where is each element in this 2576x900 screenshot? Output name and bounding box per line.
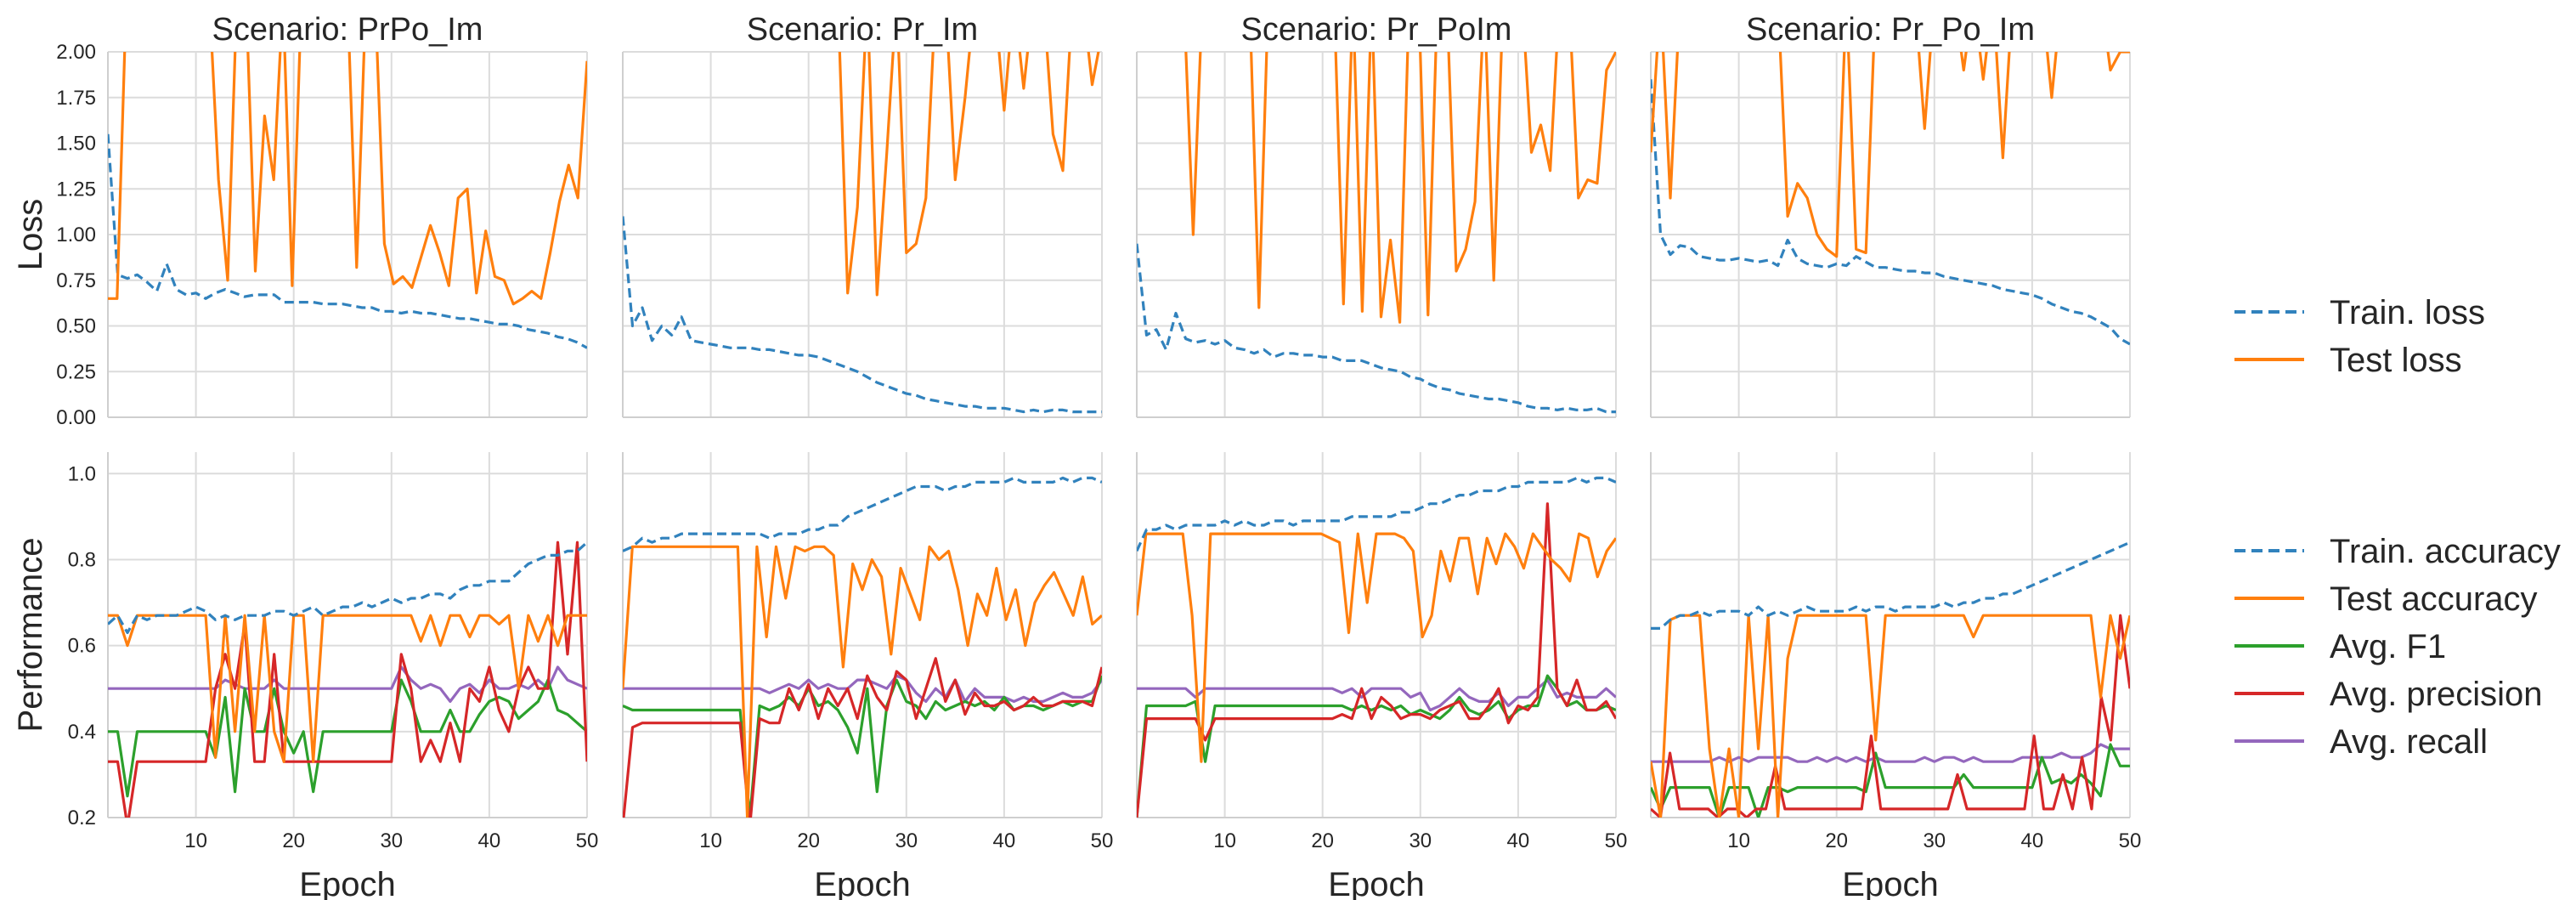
legend-label: Test loss	[2330, 342, 2462, 379]
x-tick-label: 20	[1311, 829, 1334, 852]
series-line-test-acc	[108, 614, 587, 763]
y-axis-label: Loss	[12, 199, 49, 271]
series-group	[1651, 52, 2130, 346]
x-tick-label: 40	[993, 829, 1016, 852]
legend-performance: Train. accuracy Test accuracy Avg. F1 Avg. …	[2234, 533, 2561, 761]
x-axis-label: Epoch	[1842, 866, 1938, 900]
series-line-train	[623, 216, 1102, 414]
legends: Train. loss Test loss Train. accuracy Test …	[2234, 294, 2561, 761]
series-line-precision	[1651, 614, 2130, 818]
y-tick-label: 0.50	[56, 315, 96, 338]
x-tick-label: 40	[478, 829, 501, 852]
series-group	[108, 52, 587, 349]
y-tick-label: 0.00	[56, 406, 96, 429]
series-line-test-acc	[1137, 532, 1616, 763]
panel-loss-2: Scenario: Pr_Im	[622, 12, 1103, 418]
panel-performance-2: 10 20 30 40 50 Epoch	[622, 452, 1114, 900]
x-tick-label: 10	[1727, 829, 1750, 852]
panel-title: Scenario: PrPo_Im	[212, 12, 483, 48]
legend-loss: Train. loss Test loss	[2234, 294, 2485, 379]
x-tick-label: 50	[2119, 829, 2142, 852]
series-line-recall	[1137, 678, 1616, 712]
y-tick-label: 1.25	[56, 178, 96, 201]
series-line-train-acc	[1137, 476, 1616, 552]
x-tick-label: 50	[1605, 829, 1628, 852]
x-axis-label: Epoch	[814, 866, 910, 900]
panel-performance-1: 0.2 0.4 0.6 0.8 1.0 Performance 10 20 30 40 50 Epoc…	[12, 452, 598, 900]
legend-label: Test accuracy	[2330, 580, 2538, 618]
y-tick-label: 0.8	[68, 548, 96, 571]
series-group	[1651, 541, 2130, 818]
series-line-test	[838, 52, 1100, 297]
panel-loss-3: Scenario: Pr_PoIm	[1136, 12, 1617, 418]
panel-performance-3: 10 20 30 40 50 Epoch	[1136, 452, 1628, 900]
panel-performance-4: 10 20 30 40 50 Epoch	[1650, 452, 2142, 900]
panel-title: Scenario: Pr_Po_Im	[1746, 12, 2035, 48]
y-tick-label: 1.00	[56, 224, 96, 246]
series-group	[1137, 476, 1616, 818]
y-tick-label: 0.25	[56, 360, 96, 383]
x-tick-label: 10	[184, 829, 207, 852]
x-tick-label: 50	[1091, 829, 1114, 852]
y-tick-label: 0.2	[68, 807, 96, 829]
x-tick-label: 30	[1409, 829, 1432, 852]
legend-label: Avg. recall	[2330, 723, 2488, 761]
x-tick-label: 10	[1213, 829, 1236, 852]
x-tick-label: 20	[1825, 829, 1848, 852]
x-tick-label: 30	[1923, 829, 1946, 852]
panel-loss-4: Scenario: Pr_Po_Im	[1650, 12, 2131, 418]
x-tick-label: 20	[282, 829, 305, 852]
series-group	[623, 52, 1102, 414]
panel-loss-1: 0.00 0.25 0.50 0.75 1.00 1.25 1.50 1.75 2.00 Loss…	[12, 12, 588, 429]
panel-title: Scenario: Pr_Im	[747, 12, 978, 48]
series-line-test	[108, 52, 587, 306]
x-axis-label: Epoch	[299, 866, 395, 900]
series-line-f1	[1651, 743, 2130, 818]
series-group	[623, 476, 1102, 818]
x-axis-label: Epoch	[1328, 866, 1424, 900]
series-line-train	[1651, 79, 2130, 346]
y-tick-label: 2.00	[56, 41, 96, 64]
series-group	[108, 541, 587, 818]
series-line-test	[1651, 52, 2130, 258]
series-line-f1	[1137, 674, 1616, 818]
series-line-test-acc	[623, 545, 1102, 818]
series-line-train	[1137, 243, 1616, 414]
x-tick-label: 30	[895, 829, 918, 852]
x-tick-label: 20	[797, 829, 820, 852]
x-tick-label: 40	[2021, 829, 2044, 852]
series-line-precision	[108, 541, 587, 818]
legend-label: Train. loss	[2330, 294, 2485, 331]
series-line-recall	[108, 665, 587, 704]
series-line-test-acc	[1651, 614, 2130, 818]
series-line-train-acc	[623, 476, 1102, 552]
y-tick-label: 1.0	[68, 462, 96, 485]
y-tick-label: 0.75	[56, 269, 96, 292]
panel-title: Scenario: Pr_PoIm	[1241, 12, 1512, 48]
legend-label: Avg. F1	[2330, 628, 2446, 665]
series-line-train-acc	[108, 541, 587, 635]
x-tick-label: 40	[1507, 829, 1530, 852]
series-line-precision	[623, 657, 1102, 818]
legend-label: Train. accuracy	[2330, 533, 2561, 570]
series-line-f1	[108, 678, 587, 798]
series-line-recall	[623, 674, 1102, 704]
legend-label: Avg. precision	[2330, 676, 2543, 713]
series-line-recall	[1651, 743, 2130, 763]
series-line-precision	[1137, 502, 1616, 818]
y-tick-label: 0.4	[68, 721, 96, 744]
y-tick-label: 0.6	[68, 635, 96, 658]
series-line-test	[1184, 52, 1616, 324]
y-tick-label: 1.75	[56, 87, 96, 110]
panels: 0.00 0.25 0.50 0.75 1.00 1.25 1.50 1.75 2.00 Loss…	[12, 12, 2142, 900]
x-tick-label: 30	[380, 829, 403, 852]
y-tick-label: 1.50	[56, 133, 96, 156]
x-tick-label: 10	[699, 829, 722, 852]
series-line-train	[108, 133, 587, 349]
series-line-train-acc	[1651, 541, 2130, 631]
x-tick-label: 50	[576, 829, 599, 852]
y-axis-label: Performance	[12, 538, 49, 733]
series-group	[1137, 52, 1616, 414]
